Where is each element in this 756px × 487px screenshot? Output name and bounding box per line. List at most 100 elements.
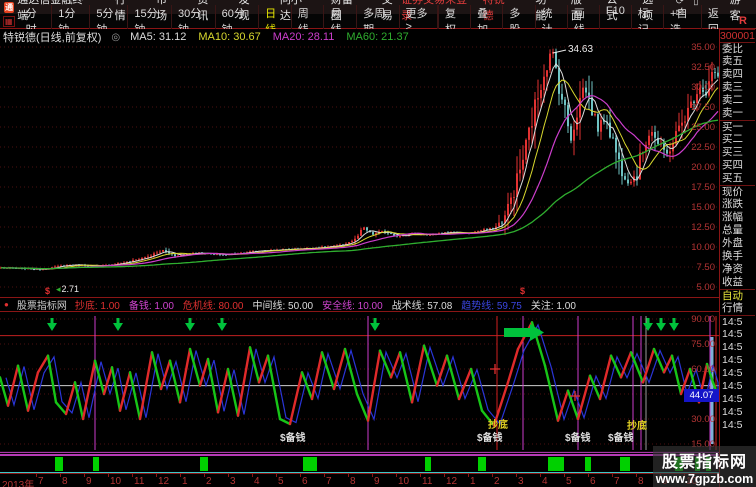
osc-segment [389, 351, 402, 379]
axis-tick [612, 474, 613, 477]
oscillator-panel[interactable]: 抄底 $备钱 $备钱 $备钱 $备钱 抄底 90.00 75.00 60.00 30.00 15.… [0, 312, 720, 454]
down-arrow-icon [370, 323, 380, 331]
top-menu-item[interactable]: 交易 [381, 0, 393, 22]
sidebar-row[interactable]: 净资 [722, 263, 743, 275]
month-label: 11 [422, 476, 433, 487]
sidebar-row[interactable]: 换手 [722, 250, 743, 262]
sidebar-row[interactable]: 现价 [720, 185, 755, 198]
osc-tick-label: 75.00 [691, 339, 715, 350]
osc-segment [248, 346, 261, 384]
strip-bar [425, 457, 431, 471]
down-arrow-icon [50, 318, 54, 324]
ma-label: MA60: 21.37 [346, 31, 409, 43]
top-menu-item[interactable]: 发现 [238, 0, 250, 22]
sidebar-row[interactable]: 涨幅 [722, 211, 743, 223]
sidebar-row[interactable]: 涨跌 [722, 198, 743, 210]
period-tab[interactable]: 更多> [400, 5, 438, 37]
osc-segment [332, 347, 347, 391]
sidebar-row[interactable]: 买五 [722, 172, 743, 184]
osc-segment [398, 351, 414, 404]
price-tick-label: 27.50 [691, 102, 715, 113]
osc-segment [226, 367, 240, 417]
month-label: 7 [38, 476, 44, 487]
sidebar-row[interactable]: 收益 [722, 276, 743, 288]
down-arrow-icon [646, 318, 650, 324]
r-badge[interactable]: R [739, 15, 747, 27]
sidebar-auto[interactable]: 自动 [720, 289, 755, 302]
date-axis: 2013年 7891011121234567891011121234567891… [0, 473, 719, 487]
sidebar-row[interactable]: 买一 [720, 120, 755, 133]
osc-segment [705, 362, 715, 384]
osc-segment [26, 371, 40, 412]
sidebar-row[interactable]: 买三 [722, 146, 743, 158]
dollar-signal-mark: $ [520, 286, 525, 296]
mail-icon[interactable]: ✉ [675, 8, 685, 19]
refresh-icon[interactable]: ⟳ [675, 0, 685, 7]
candlestick-chart-canvas[interactable]: $ $ [0, 45, 719, 297]
legend-item: 关注: 1.00 [530, 301, 576, 312]
sidebar-row[interactable]: 卖二 [722, 94, 743, 106]
sidebar-row[interactable]: 总量 [722, 224, 743, 236]
tick-time-row: 14:5 [722, 341, 743, 353]
sidebar-row[interactable]: 卖一 [722, 107, 743, 119]
strip-bar [548, 457, 564, 471]
watermark-url: www.7gpzb.com [655, 472, 754, 486]
osc-segment [6, 364, 20, 407]
strip-bar [478, 457, 486, 471]
layout-grid-icon[interactable]: ▦ [3, 15, 15, 27]
tick-time-row: 14:5 [722, 393, 743, 405]
login-status[interactable]: 证券交易未登录 [401, 0, 468, 22]
indicator-legend: ● 股票指标网 抄底: 1.00 备钱: 1.00 危机线: 80.00 中间线: 5… [0, 297, 719, 312]
sidebar-quote[interactable]: 行情 [722, 302, 743, 314]
month-label: 4 [542, 476, 548, 487]
month-label: 5 [566, 476, 572, 487]
top-menu-item[interactable]: 财富圈 [330, 0, 353, 22]
ma-line [0, 119, 719, 270]
main-area: 特锐德(日线,前复权) ◎ MA5: 31.12 MA10: 30.67 MA20:… [0, 28, 756, 487]
price-chart[interactable]: $ $ 35.00 32.50 30.00 27.50 25.00 22.50 20.00 17… [0, 42, 719, 297]
osc-segment [288, 371, 304, 426]
toolbar-tool[interactable]: F10 [598, 5, 631, 37]
sidebar-row[interactable]: 卖三 [722, 81, 743, 93]
signal-strip [0, 454, 719, 473]
quote-sidebar: 300001 委比 卖五 卖四 卖三 卖二 卖一 买一 买二 买三 买四 买五 现价 涨跌 涨幅 总量 外盘 换手… [720, 29, 755, 487]
month-label: 3 [518, 476, 524, 487]
osc-segment [619, 351, 633, 379]
axis-tick [228, 474, 229, 477]
month-label: 5 [278, 476, 284, 487]
top-menu-item[interactable]: 资讯 [197, 0, 209, 22]
top-menu-item[interactable]: 选项 [642, 0, 654, 22]
sidebar-row[interactable]: 买二 [722, 133, 743, 145]
sidebar-row[interactable]: 外盘 [722, 237, 743, 249]
down-arrow-icon [373, 318, 377, 324]
month-label: 1 [470, 476, 476, 487]
top-menu-item[interactable]: 功能 [535, 0, 547, 22]
osc-segment [343, 347, 359, 396]
top-menu-item[interactable]: 行情 [114, 0, 126, 22]
sidebar-row[interactable]: 委比 [720, 42, 755, 55]
top-menu-item[interactable]: 问小达 [279, 0, 302, 22]
sidebar-row[interactable]: 卖五 [722, 55, 743, 67]
month-label: 2 [494, 476, 500, 487]
osc-segment [64, 381, 77, 416]
top-menu-item[interactable]: 市场 [156, 0, 168, 22]
right-arrow-icon [504, 328, 530, 337]
top-menu-item[interactable]: 公式 [606, 0, 618, 22]
toggle-icon[interactable]: ◎ [111, 31, 121, 43]
osc-segment [480, 409, 496, 427]
user-badge[interactable]: 游客 [729, 0, 741, 22]
sidebar-row[interactable]: 卖四 [722, 68, 743, 80]
top-menu-item[interactable]: 版面 [570, 0, 582, 22]
osc-segment [492, 381, 510, 427]
osc-segment [679, 367, 692, 396]
phone-icon[interactable]: ▯ [693, 0, 699, 7]
axis-tick [540, 474, 541, 477]
legend-items: 抄底: 1.00 备钱: 1.00 危机线: 80.00 中间线: 50.00 安全线:… [75, 298, 576, 312]
signal-label: $备钱 [280, 431, 306, 444]
indicator-dot-icon[interactable]: ● [4, 300, 9, 309]
osc-segment [278, 417, 292, 426]
price-tick-label: 25.00 [691, 122, 715, 133]
top-menu-bar: 通 通达信金融终端 行情 市场 资讯 发现 问小达 财富圈 交易 证券交易未登录 特锐德 功… [0, 0, 756, 22]
sidebar-row[interactable]: 买四 [722, 159, 743, 171]
